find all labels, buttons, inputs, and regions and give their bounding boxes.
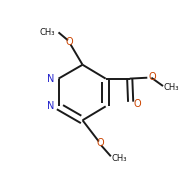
Text: CH₃: CH₃ [40, 28, 55, 37]
Text: CH₃: CH₃ [112, 154, 127, 163]
Text: CH₃: CH₃ [164, 83, 180, 92]
Text: O: O [66, 37, 73, 47]
Text: O: O [134, 99, 141, 109]
Text: N: N [46, 74, 54, 84]
Text: O: O [148, 72, 156, 82]
Text: O: O [96, 138, 104, 148]
Text: N: N [46, 101, 54, 111]
